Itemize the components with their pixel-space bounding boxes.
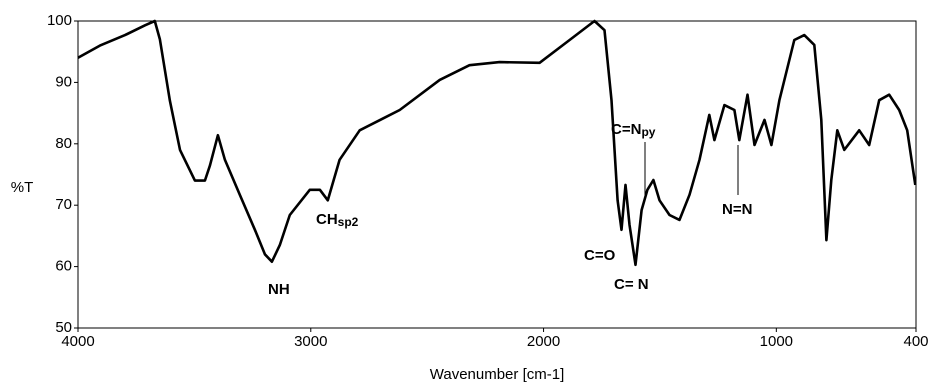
spectrum-line	[77, 19, 917, 267]
annotation-text: C=O	[584, 247, 616, 264]
y-tick-label: 90	[55, 73, 72, 90]
x-tick-label: 3000	[294, 333, 327, 350]
y-tick-label: 100	[47, 12, 72, 29]
x-tick-label: 1000	[760, 333, 793, 350]
annotation-subscript: sp2	[338, 215, 359, 229]
peak-annotation: C= N	[614, 276, 649, 293]
x-tick-label: 400	[903, 333, 928, 350]
annotation-text: CH	[316, 211, 338, 228]
y-tick-label: 80	[55, 135, 72, 152]
y-axis-label: %T	[11, 179, 34, 196]
plot-frame	[77, 20, 917, 329]
x-axis-label: Wavenumber [cm-1]	[430, 366, 564, 383]
annotation-subscript: py	[641, 125, 655, 139]
annotation-text: C=N	[611, 121, 641, 138]
y-tick-label: 50	[55, 319, 72, 336]
y-tick-label: 60	[55, 258, 72, 275]
annotation-text: C= N	[614, 276, 649, 293]
annotation-text: NH	[268, 281, 290, 298]
y-tick-label: 70	[55, 196, 72, 213]
annotation-text: N=N	[722, 201, 752, 218]
peak-annotation: C=O	[584, 247, 616, 264]
peak-annotation: CHsp2	[316, 211, 359, 229]
peak-annotation: C=Npy	[611, 121, 656, 139]
x-tick-label: 2000	[527, 333, 560, 350]
peak-annotation: NH	[268, 281, 290, 298]
x-tick-label: 4000	[61, 333, 94, 350]
peak-annotation: N=N	[722, 201, 752, 218]
